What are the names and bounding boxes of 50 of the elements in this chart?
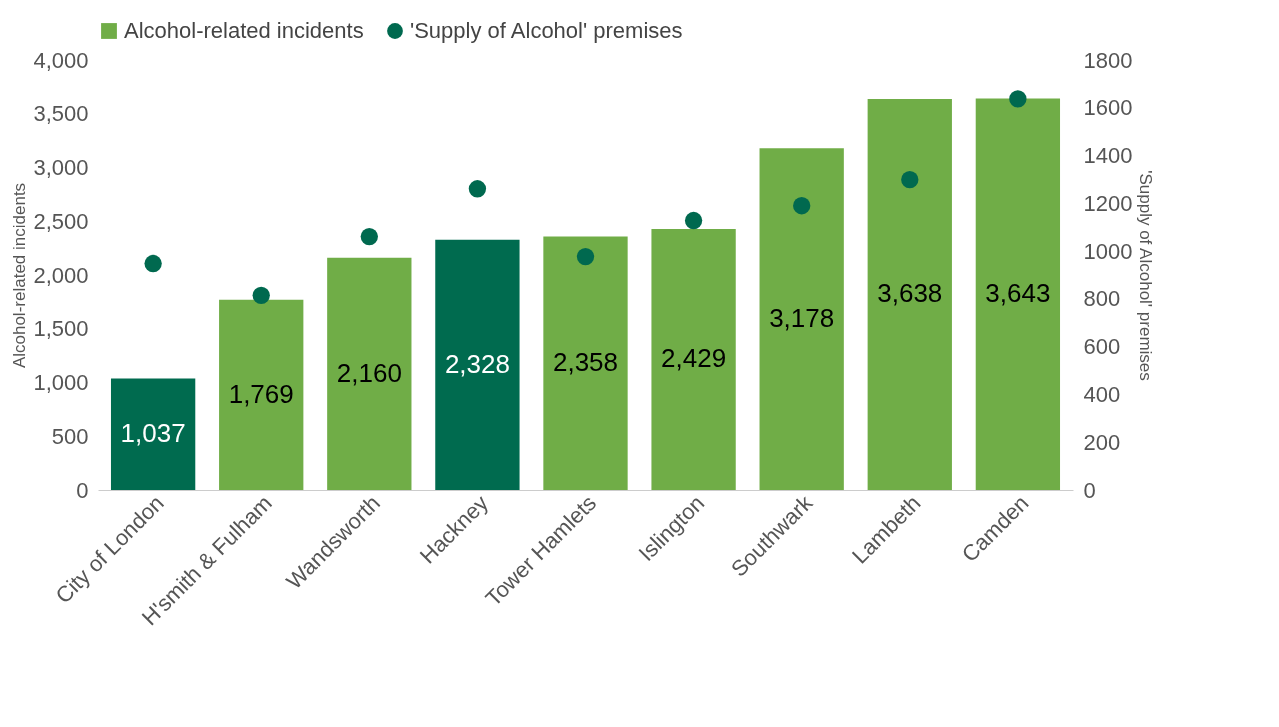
y2-tick-label: 1600 — [1083, 95, 1133, 121]
bar — [110, 378, 196, 490]
data-label: 3,178 — [769, 303, 835, 334]
point — [901, 171, 919, 189]
y-axis-title: Alcohol-related incidents — [10, 182, 30, 369]
y-tick-label: 2,500 — [33, 208, 89, 234]
y-tick-label: 2,000 — [33, 262, 89, 288]
y-tick-label: 500 — [51, 423, 89, 449]
data-label: 2,358 — [552, 347, 619, 378]
bar — [327, 257, 412, 490]
y2-tick-label: 1200 — [1083, 190, 1133, 216]
point — [360, 227, 378, 246]
data-label: 2,429 — [661, 343, 727, 374]
point — [684, 211, 703, 230]
data-label: 1,037 — [120, 418, 186, 449]
bar — [543, 236, 628, 490]
bar — [975, 98, 1061, 490]
y2-axis-title: 'Supply of Alcohol' premises — [1136, 170, 1156, 381]
legend-label: Alcohol-related incidents — [124, 18, 364, 43]
data-label: 2,160 — [336, 357, 402, 388]
y2-tick-label: 1800 — [1083, 47, 1133, 73]
data-label: 1,769 — [228, 378, 294, 409]
bar — [759, 148, 844, 490]
y2-tick-label: 200 — [1083, 429, 1121, 455]
data-label: 2,328 — [444, 348, 510, 379]
bar — [867, 98, 952, 490]
bar — [651, 228, 736, 490]
point — [1009, 90, 1027, 108]
y2-tick-label: 1000 — [1083, 238, 1133, 264]
y2-tick-label: 800 — [1083, 286, 1121, 312]
y-tick-label: 4,000 — [33, 47, 89, 73]
point — [468, 180, 487, 198]
bar — [219, 299, 304, 490]
y-tick-label: 3,000 — [33, 155, 89, 180]
point — [793, 197, 811, 215]
y-tick-label: 1,500 — [33, 316, 89, 342]
y2-tick-label: 400 — [1083, 381, 1121, 407]
y-tick-label: 3,500 — [33, 101, 89, 127]
data-label: 3,638 — [877, 278, 943, 309]
data-label: 3,643 — [985, 278, 1051, 309]
bar — [435, 239, 520, 490]
point — [576, 247, 595, 266]
y2-tick-label: 600 — [1083, 334, 1121, 360]
y-tick-label: 1,000 — [33, 370, 89, 395]
point — [252, 286, 270, 304]
y2-tick-label: 1400 — [1083, 143, 1133, 169]
y2-tick-label: 0 — [1083, 477, 1096, 503]
legend-label: 'Supply of Alcohol' premises — [410, 18, 683, 43]
y-tick-label: 0 — [76, 477, 89, 503]
point — [144, 254, 162, 273]
